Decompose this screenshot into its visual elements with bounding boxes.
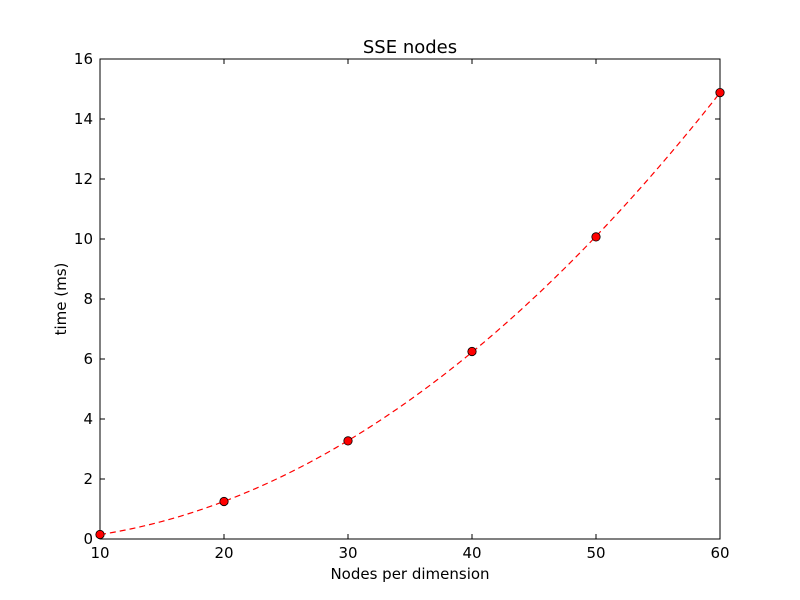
y-tick-label: 10 [74,230,93,248]
y-tick-label: 12 [74,170,93,188]
x-tick-label: 10 [90,544,109,562]
y-axis-label: time (ms) [52,263,70,336]
x-tick-label: 50 [586,544,605,562]
data-point [343,436,353,446]
chart-title: SSE nodes [363,37,457,58]
series-line [99,92,721,536]
x-tick-label: 20 [214,544,233,562]
y-tick-label: 6 [83,350,93,368]
y-tick-label: 2 [83,470,93,488]
data-point [219,496,229,507]
y-tick-label: 16 [74,50,93,68]
x-tick-label: 30 [338,544,357,562]
x-tick-label: 40 [462,544,481,562]
x-tick-label: 60 [710,544,729,562]
data-point [715,88,725,98]
y-tick-label: 4 [83,410,93,428]
data-point [591,232,601,242]
x-axis-label: Nodes per dimension [330,565,489,583]
y-tick-label: 14 [74,110,93,128]
plot-area: 10 20 30 40 50 60 0 2 4 6 8 10 12 14 16 [74,50,730,562]
y-tick-label: 8 [83,290,93,308]
data-point [95,529,105,540]
data-point [467,346,477,357]
y-tick-label: 0 [83,530,93,548]
